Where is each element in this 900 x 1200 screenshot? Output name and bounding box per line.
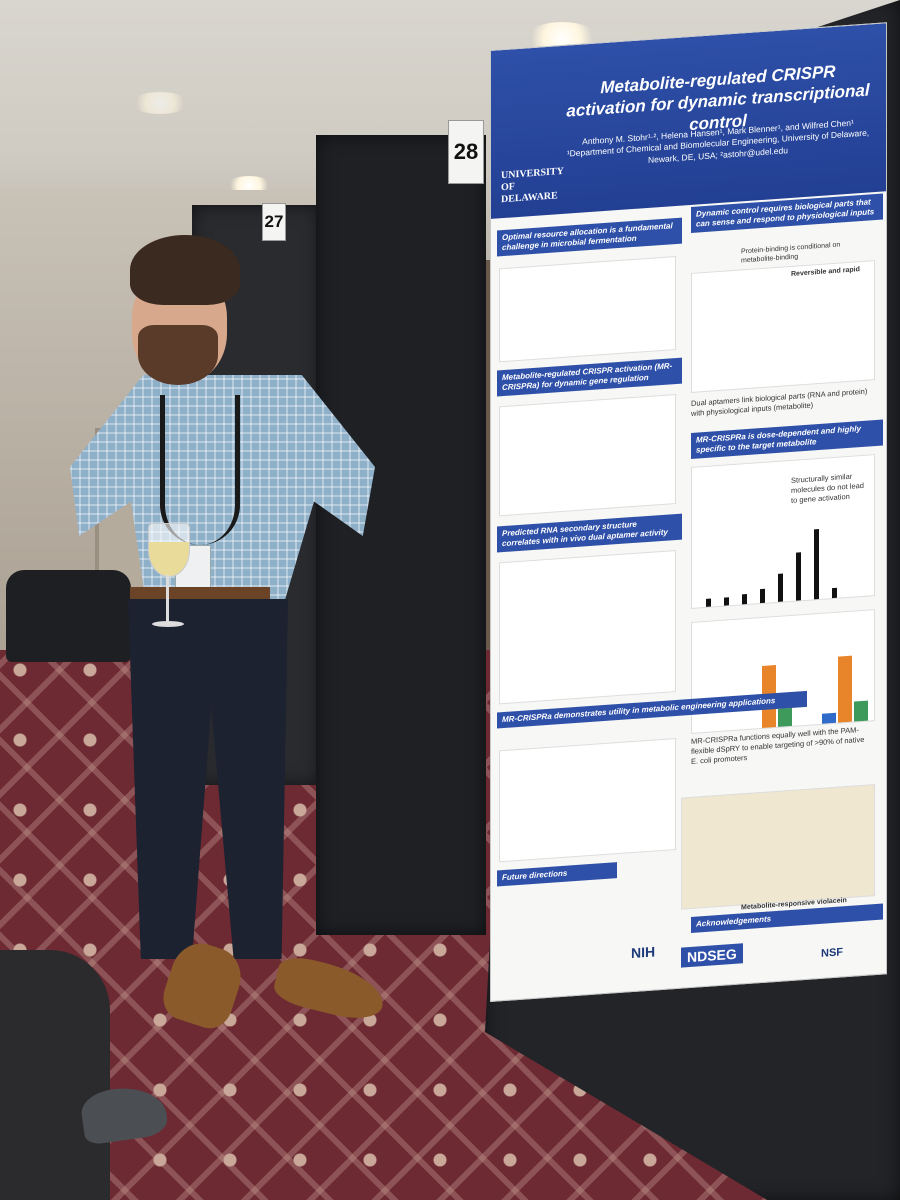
specificity-bar [778, 573, 783, 602]
university-logo: UNIVERSITY OF DELAWARE [501, 165, 564, 206]
board-number-27: 27 [262, 203, 286, 241]
note-structurally-similar: Structurally similar molecules do not le… [791, 471, 864, 505]
figure-violacein-plates [681, 784, 875, 910]
pam-bar [822, 712, 836, 724]
poster-board-28 [316, 135, 486, 935]
right-shoe [270, 952, 390, 1026]
wine-glass-foot [152, 621, 184, 627]
wine-glass-bowl [148, 523, 190, 577]
section-heading: Future directions [497, 862, 617, 887]
figure-pam-flexible [691, 609, 875, 734]
ndseg-logo: NDSEG [681, 943, 743, 968]
pam-bar [854, 700, 868, 722]
specificity-bar [832, 587, 837, 599]
specificity-bar [706, 598, 711, 607]
lanyard [160, 395, 240, 545]
specificity-bar [724, 597, 729, 606]
figure-rna-structure [499, 549, 676, 705]
pam-bar [778, 707, 792, 727]
specificity-bar [742, 594, 747, 605]
foreground-person [0, 950, 110, 1200]
specificity-bar [760, 588, 765, 604]
figure-metabolic-engineering [499, 737, 676, 863]
beard [138, 325, 218, 385]
hair [130, 235, 240, 305]
figure-resource-allocation [499, 255, 676, 363]
nsf-logo: NSF [821, 946, 843, 960]
section-heading: Metabolite-regulated CRISPR activation (… [497, 357, 682, 397]
section-heading: MR-CRISPRa is dose-dependent and highly … [691, 419, 883, 459]
nih-logo: NIH [631, 943, 656, 962]
ceiling-light [130, 92, 190, 114]
trousers [128, 599, 288, 959]
section-heading: Optimal resource allocation is a fundame… [497, 217, 682, 257]
specificity-bar [796, 552, 801, 601]
figure-aptamer-structure [691, 260, 875, 393]
specificity-bar [814, 528, 819, 600]
belt [130, 587, 270, 601]
pam-bar [838, 655, 852, 723]
section-heading: Predicted RNA secondary structure correl… [497, 513, 682, 553]
presenter [60, 235, 390, 1055]
poster-header: UNIVERSITY OF DELAWARE Metabolite-regula… [491, 23, 886, 219]
note-dual-aptamers: Dual aptamers link biological parts (RNA… [691, 386, 868, 418]
board-number-28: 28 [448, 120, 484, 184]
wine-glass [148, 523, 190, 633]
research-poster: UNIVERSITY OF DELAWARE Metabolite-regula… [490, 22, 887, 1002]
backpack [6, 570, 131, 662]
figure-mr-crispra [499, 393, 676, 517]
wine-glass-stem [166, 575, 169, 623]
